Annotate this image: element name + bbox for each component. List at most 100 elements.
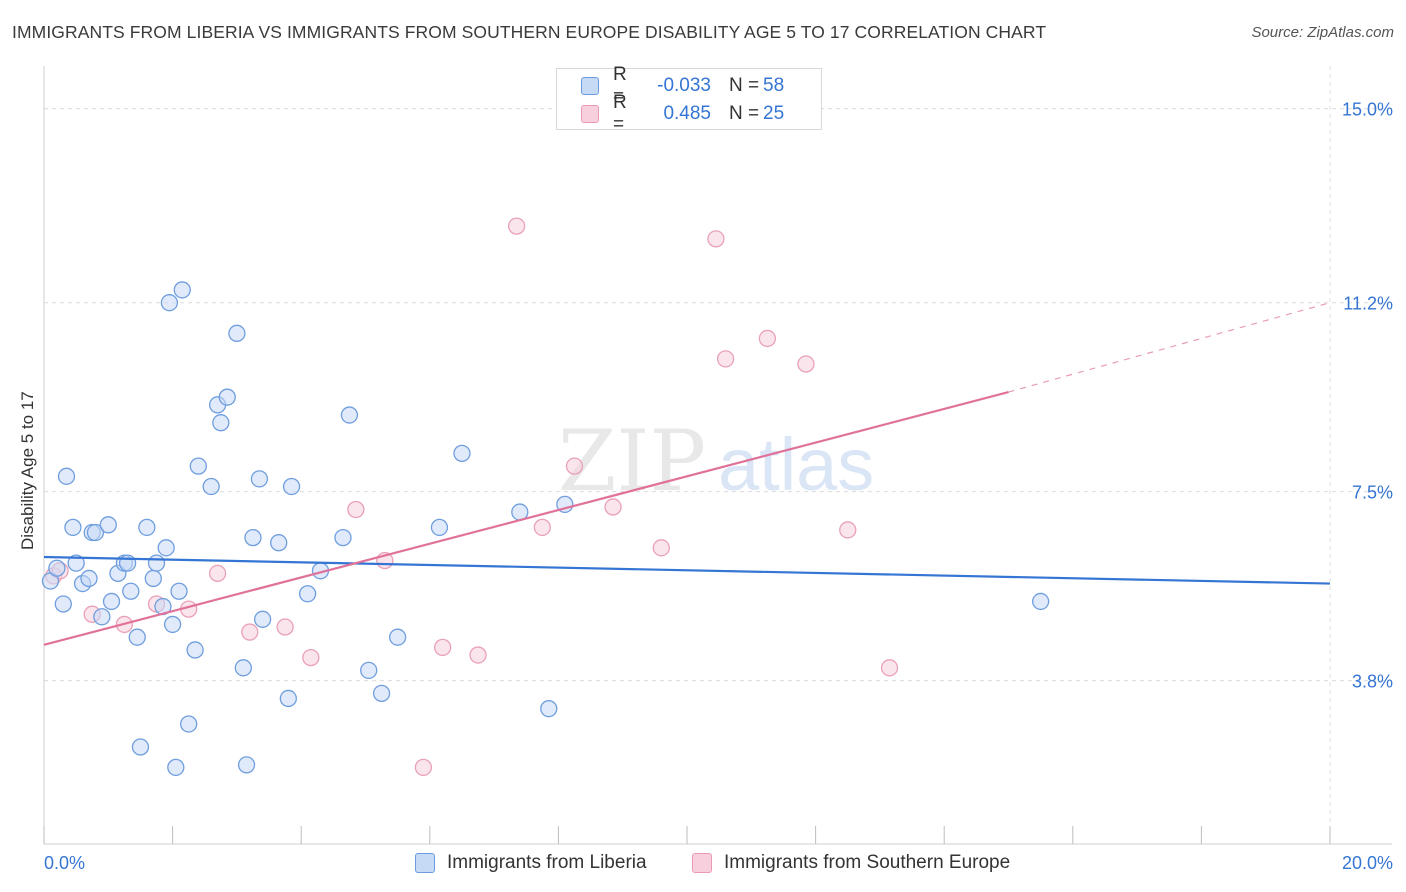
data-point-liberia: [163, 615, 182, 634]
data-point-southern-europe: [604, 498, 622, 516]
data-point-southern-europe: [716, 350, 735, 368]
data-point-liberia: [157, 539, 175, 557]
data-point-liberia: [170, 582, 188, 600]
data-point-liberia: [360, 661, 378, 680]
data-point-southern-europe: [241, 623, 259, 641]
legend-r-label: R =: [613, 92, 627, 135]
data-point-liberia: [270, 534, 288, 552]
data-point-liberia: [430, 518, 449, 537]
chart-title: IMMIGRANTS FROM LIBERIA VS IMMIGRANTS FR…: [12, 22, 1047, 42]
legend-n-value: 58: [763, 75, 785, 96]
data-point-liberia: [99, 516, 117, 534]
data-point-liberia: [388, 628, 407, 646]
data-point-southern-europe: [652, 539, 670, 557]
legend-label-liberia: Immigrants from Liberia: [447, 852, 647, 873]
data-point-liberia: [253, 610, 272, 628]
data-point-liberia: [144, 569, 162, 588]
data-point-liberia: [282, 477, 301, 496]
data-point-liberia: [160, 294, 179, 312]
data-point-southern-europe: [707, 230, 725, 248]
trend-lines: [43, 302, 1331, 646]
legend-r-label: R =: [613, 64, 627, 107]
data-point-liberia: [138, 518, 156, 537]
x-tick-label: 0.0%: [44, 853, 85, 873]
data-point-liberia: [244, 528, 262, 547]
watermark-atlas: atlas: [718, 423, 874, 506]
legend-item-southern-europe[interactable]: Immigrants from Southern Europe: [692, 852, 1010, 874]
data-point-liberia: [186, 641, 204, 659]
legend-n-label: N =: [729, 103, 760, 124]
source-label: Source: ZipAtlas.com: [1251, 24, 1394, 41]
data-point-southern-europe: [414, 758, 433, 777]
data-point-liberia: [279, 689, 297, 708]
data-point-liberia: [218, 388, 236, 406]
y-tick-label: 7.5%: [1352, 483, 1393, 503]
data-point-liberia: [173, 281, 191, 299]
data-point-liberia: [57, 467, 76, 485]
trend-line-southern-europe: [43, 390, 1009, 646]
data-point-southern-europe: [302, 648, 320, 667]
data-point-liberia: [167, 758, 185, 777]
data-point-liberia: [228, 324, 246, 342]
data-point-liberia: [86, 523, 105, 542]
legend-r-value: -0.033: [657, 75, 711, 96]
data-point-liberia: [298, 585, 317, 603]
legend-swatch-blue: [581, 77, 599, 95]
legend-label-southern-europe: Immigrants from Southern Europe: [724, 852, 1011, 873]
data-point-liberia: [48, 559, 66, 577]
data-point-southern-europe: [276, 618, 294, 636]
legend-r-value: 0.485: [663, 103, 711, 124]
data-point-liberia: [202, 477, 220, 496]
data-point-liberia: [54, 595, 72, 613]
data-point-liberia: [128, 628, 146, 646]
data-point-liberia: [453, 444, 471, 462]
watermark-zip: ZIP: [558, 412, 706, 510]
data-point-liberia: [180, 715, 198, 733]
legend-n-label: N =: [729, 75, 760, 96]
x-tick-label: 20.0%: [1342, 853, 1393, 873]
data-point-southern-europe: [347, 500, 365, 519]
data-point-liberia: [93, 608, 111, 626]
trend-line-southern-europe-extension: [1008, 302, 1331, 393]
series-legend: Immigrants from Liberia Immigrants from …: [0, 852, 1406, 878]
data-point-southern-europe: [469, 646, 487, 664]
legend-n-value: 25: [763, 103, 785, 124]
legend-row-southern-europe: R = 0.485 N = 25: [581, 92, 785, 135]
data-point-liberia: [340, 406, 359, 424]
data-point-liberia: [372, 684, 391, 703]
axes: [43, 66, 1392, 845]
y-tick-label: 3.8%: [1352, 672, 1393, 692]
data-point-liberia: [1032, 592, 1050, 611]
data-point-southern-europe: [797, 355, 815, 373]
data-point-liberia: [334, 528, 352, 547]
data-point-southern-europe: [507, 217, 526, 235]
data-point-liberia: [540, 700, 558, 718]
data-point-liberia: [80, 569, 98, 588]
data-point-southern-europe: [758, 329, 777, 348]
data-point-southern-europe: [533, 518, 551, 537]
legend-swatch-blue: [415, 853, 435, 873]
legend-swatch-pink: [692, 853, 712, 873]
data-point-liberia: [234, 659, 252, 677]
legend-row-liberia: R = -0.033 N = 58: [581, 64, 785, 107]
data-point-southern-europe: [839, 521, 857, 539]
data-point-liberia: [67, 554, 85, 572]
data-point-liberia: [189, 457, 207, 475]
y-tick-label: 15.0%: [1342, 100, 1393, 120]
tick-labels: 3.8% 7.5% 11.2% 15.0% 0.0% 20.0%: [44, 100, 1393, 873]
data-point-southern-europe: [208, 564, 227, 582]
legend-swatch-pink: [581, 105, 599, 123]
data-point-liberia: [250, 470, 269, 488]
data-point-southern-europe: [434, 638, 452, 657]
data-point-southern-europe: [880, 659, 899, 677]
data-point-liberia: [64, 518, 82, 537]
correlation-legend: R = -0.033 N = 58 R = 0.485 N = 25: [556, 64, 822, 135]
y-tick-label: 11.2%: [1343, 294, 1393, 314]
data-point-liberia: [147, 554, 166, 572]
series-liberia-points: [41, 281, 1050, 777]
data-point-liberia: [122, 582, 140, 600]
data-point-southern-europe: [565, 457, 584, 475]
watermark: ZIP atlas: [558, 412, 874, 510]
legend-item-liberia[interactable]: Immigrants from Liberia: [415, 852, 647, 874]
